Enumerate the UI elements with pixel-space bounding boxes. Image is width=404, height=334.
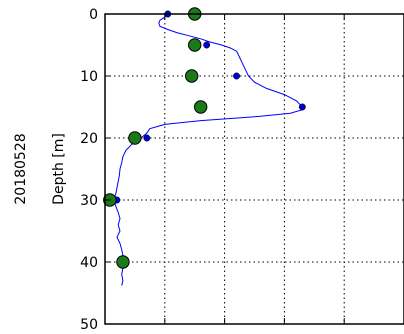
y-tick-label: 0 [89,7,98,23]
sample-point [193,100,208,114]
profile-point [143,134,151,142]
sample-point [128,131,142,145]
grid [105,14,404,324]
profile-point [203,41,211,49]
y-tick-label: 20 [80,131,98,147]
profile-line-layer [113,13,303,286]
y-axis-label: Depth [m] [51,133,67,205]
y-tick-label: 30 [80,193,98,209]
sample-point [116,255,130,269]
y-ticks: 0 10 20 30 40 50 [80,7,345,333]
sample-date-label: 20180528 [13,133,29,204]
y-tick-label: 50 [80,317,98,333]
profile-point [233,72,241,80]
y-tick-label: 10 [80,69,98,85]
profile-line [113,13,303,286]
sample-point [188,38,202,52]
plot-frame [104,13,404,325]
y-tick-label: 40 [80,255,98,271]
sample-point [185,69,199,83]
profile-point [298,103,306,111]
sample-points-layer [103,7,208,269]
profile-points-layer [113,10,306,204]
